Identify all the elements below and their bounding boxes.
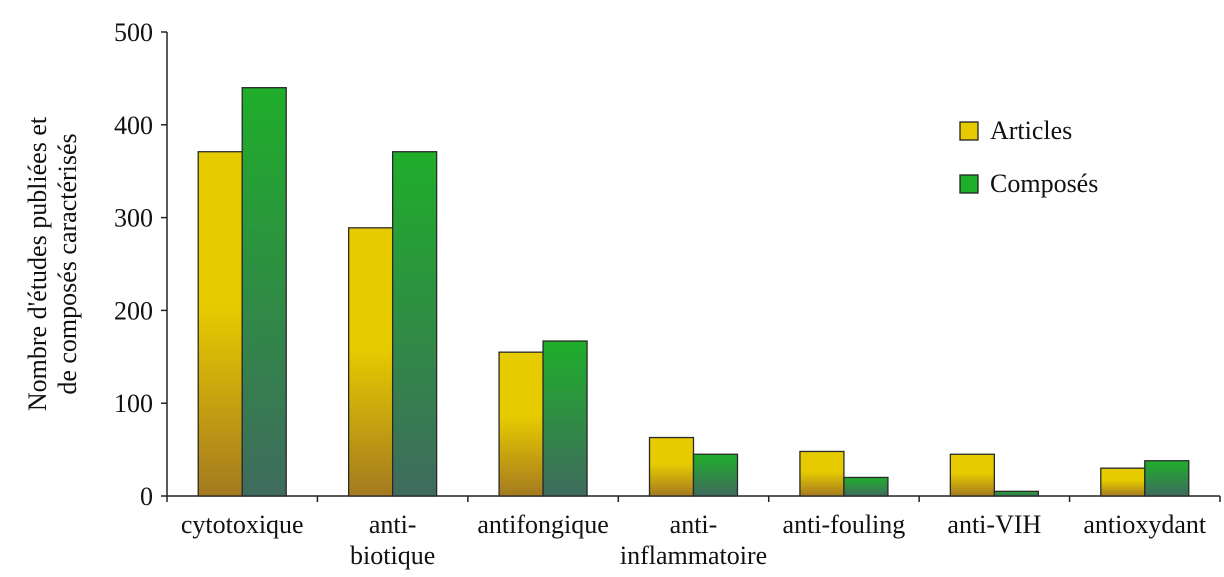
bar-composes (542, 340, 588, 497)
bar-composes (692, 453, 739, 497)
bar-composes (843, 476, 889, 497)
bar-composes (1144, 460, 1190, 497)
x-category-label: anti-VIH (947, 510, 1041, 539)
y-axis-title-line: Nombre d'études publiées et (23, 116, 52, 411)
x-category-label: inflammatoire (620, 541, 767, 570)
bars (197, 87, 1190, 497)
bar-articles (648, 436, 695, 497)
y-axis-title-line: de composés caractérisés (53, 133, 82, 394)
y-tick-label: 0 (140, 482, 153, 511)
bar-composes (241, 87, 287, 497)
bar-articles (197, 151, 243, 497)
y-tick-label: 200 (114, 296, 153, 325)
bar-composes (391, 151, 438, 497)
bar-articles (799, 450, 845, 497)
legend-swatch-composes (959, 174, 979, 194)
x-category-label: antifongique (477, 510, 608, 539)
x-category-label: anti-fouling (783, 510, 906, 539)
bar-articles (347, 227, 394, 497)
bar-articles (949, 453, 996, 497)
y-tick-label: 500 (114, 18, 153, 47)
bar-composes (993, 490, 1040, 497)
x-category-label: biotique (350, 541, 435, 570)
x-category-label: anti- (670, 510, 718, 539)
y-tick-label: 300 (114, 204, 153, 233)
x-category-label: antioxydant (1083, 510, 1207, 539)
y-axis-label: Nombre d'études publiées et de composés c… (23, 116, 82, 411)
y-axis: 0 100 200 300 400 500 (114, 18, 168, 511)
bar-articles (1100, 467, 1146, 497)
x-axis: cytotoxique anti-biotique antifongique anti… (166, 495, 1221, 570)
y-tick-label: 100 (114, 389, 153, 418)
x-category-label: cytotoxique (181, 510, 304, 539)
x-category-label: anti- (369, 510, 417, 539)
legend: Articles Composés (959, 116, 1098, 198)
legend-label-composes: Composés (990, 169, 1098, 198)
legend-swatch-articles (959, 121, 979, 141)
y-tick-label: 400 (114, 111, 153, 140)
legend-label-articles: Articles (990, 116, 1072, 145)
bar-articles (498, 351, 544, 497)
